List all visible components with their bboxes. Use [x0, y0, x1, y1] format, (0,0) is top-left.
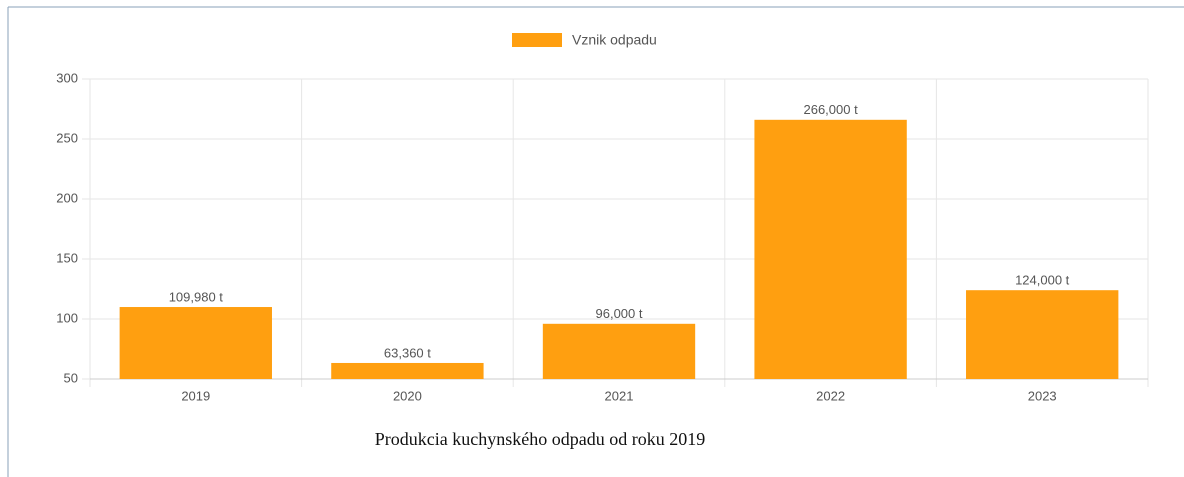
x-tick-label: 2023 [1028, 388, 1057, 403]
legend-swatch [512, 33, 562, 47]
bar [966, 290, 1119, 379]
bar [542, 323, 696, 379]
x-tick-label: 2019 [181, 388, 210, 403]
y-tick-label: 100 [56, 310, 78, 325]
data-label: 266,000 t [803, 102, 858, 117]
data-label: 96,000 t [596, 306, 643, 321]
bar [331, 362, 484, 379]
y-tick-label: 50 [64, 370, 78, 385]
y-tick-label: 150 [56, 250, 78, 265]
y-tick-label: 200 [56, 190, 78, 205]
x-tick-label: 2020 [393, 388, 422, 403]
bar [754, 119, 907, 380]
x-tick-label: 2022 [816, 388, 845, 403]
data-label: 109,980 t [169, 289, 224, 304]
y-tick-label: 250 [56, 130, 78, 145]
x-tick-label: 2021 [605, 388, 634, 403]
legend-label: Vznik odpadu [572, 32, 657, 48]
data-label: 63,360 t [384, 345, 431, 360]
bar [119, 307, 272, 379]
data-label: 124,000 t [1015, 273, 1070, 288]
caption: Produkcia kuchynského odpadu od roku 201… [375, 429, 705, 449]
y-tick-label: 300 [56, 70, 78, 85]
